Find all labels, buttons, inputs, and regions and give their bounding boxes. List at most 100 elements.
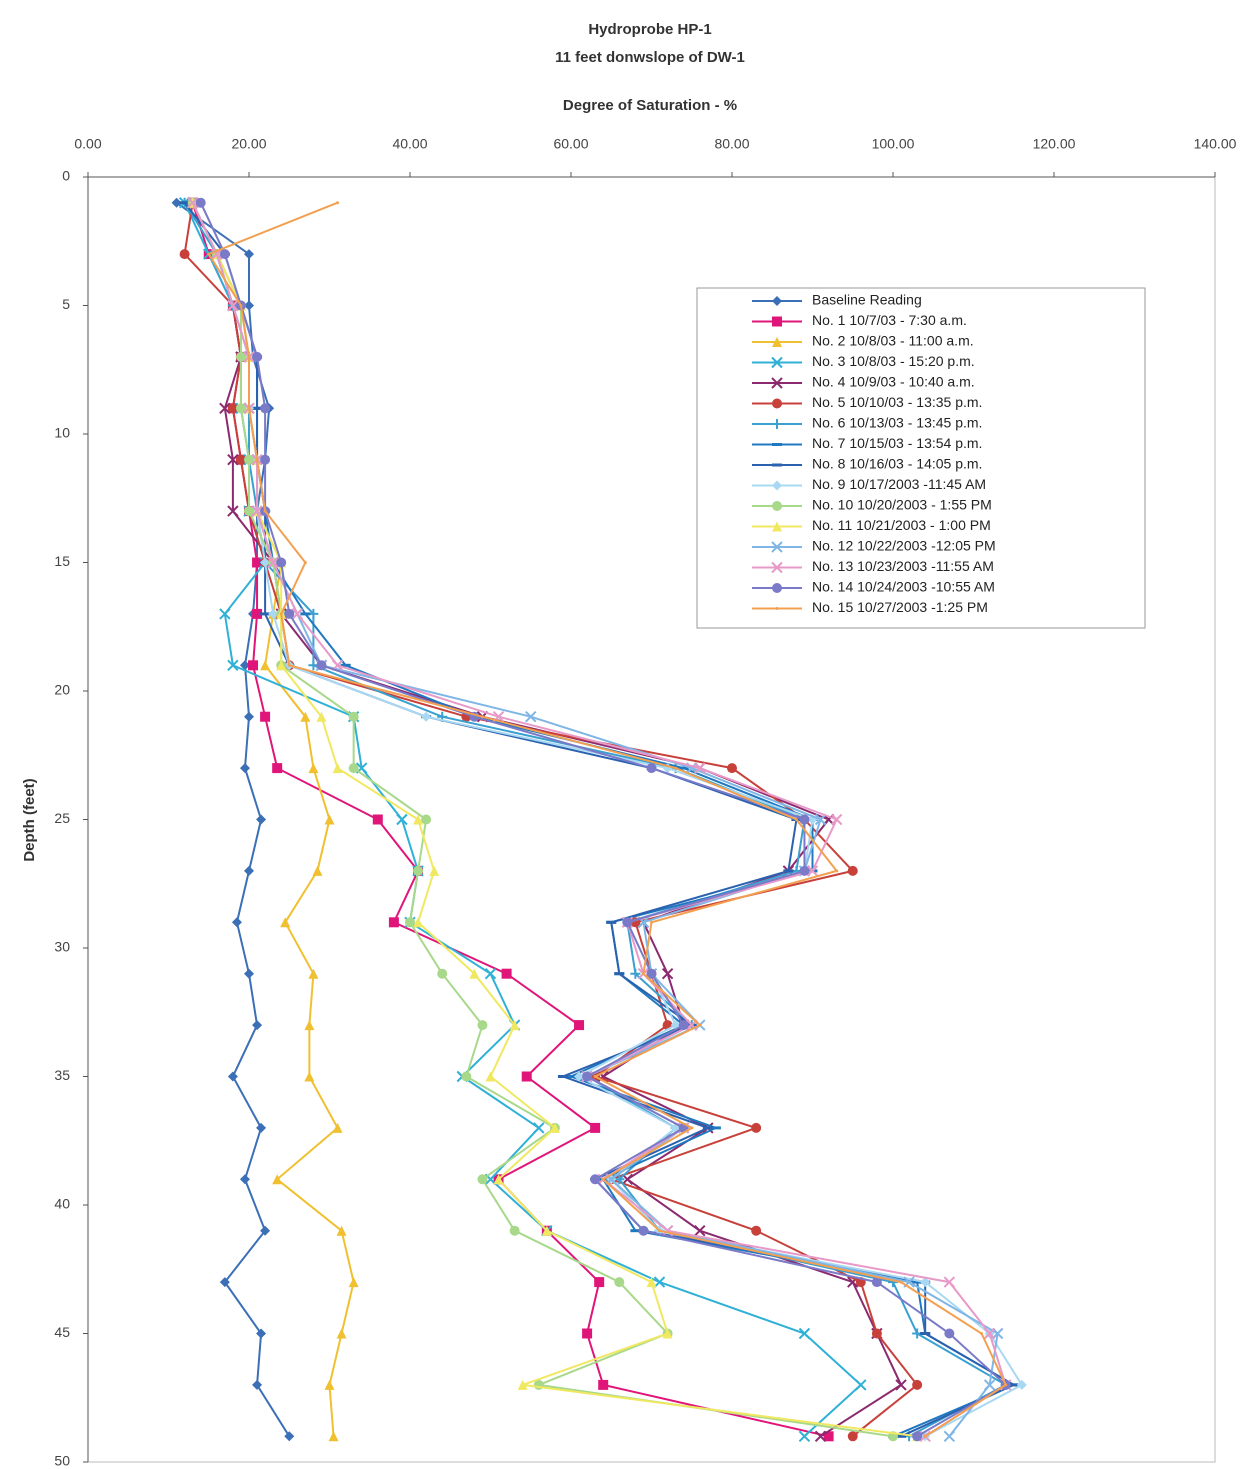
marker [312,865,323,876]
marker [179,249,190,260]
marker [485,1071,496,1082]
marker [219,249,230,260]
marker [772,583,782,593]
marker [252,608,263,619]
marker [582,1328,593,1339]
marker [332,763,343,774]
y-axis-label: Depth (feet) [21,778,38,861]
marker [943,1276,956,1288]
marker [622,917,633,928]
y-tick-label: 10 [54,425,70,441]
marker [549,1122,560,1133]
marker [284,608,295,619]
marker [798,1430,811,1443]
y-tick-label: 15 [54,553,70,569]
marker [437,968,448,979]
legend-label: No. 3 10/8/03 - 15:20 p.m. [812,353,975,369]
marker [943,1430,956,1443]
y-tick-label: 50 [54,1453,70,1469]
marker [806,865,819,877]
marker [477,1020,488,1031]
marker [658,1229,662,1233]
marker [308,763,319,774]
marker [255,458,259,462]
marker [247,355,251,359]
marker [388,917,399,928]
y-tick-label: 20 [54,682,70,698]
marker [207,252,211,256]
marker [895,1379,907,1391]
marker [814,1430,827,1443]
marker [227,299,239,312]
marker [279,612,283,616]
marker [171,197,182,208]
y-tick-label: 0 [62,168,70,184]
marker [287,663,291,667]
x-tick-label: 100.00 [872,136,915,152]
x-tick-label: 120.00 [1033,136,1076,152]
marker [239,763,250,774]
legend-label: No. 13 10/23/2003 -11:55 AM [812,558,994,574]
marker [855,1379,867,1391]
marker [646,1277,657,1288]
marker [421,814,432,825]
marker [480,715,484,719]
marker [847,1431,858,1442]
marker [598,1379,609,1390]
marker [772,521,782,532]
legend-label: No. 6 10/13/03 - 13:45 p.m. [812,415,982,431]
marker [799,865,810,876]
marker [509,1020,520,1031]
marker [521,1071,532,1082]
marker [771,541,783,553]
x-tick-label: 40.00 [392,136,427,152]
marker [646,763,657,774]
marker [912,1379,923,1390]
marker [653,1276,666,1288]
y-tick-label: 45 [54,1324,70,1340]
legend-label: No. 5 10/10/03 - 13:35 p.m. [812,394,982,410]
marker [772,316,782,327]
legend-label: No. 2 10/8/03 - 11:00 a.m. [812,333,974,349]
marker [396,813,408,826]
marker [336,1328,347,1339]
marker [244,711,254,722]
marker [429,865,440,876]
marker [413,865,424,876]
marker [798,1327,811,1340]
marker [574,1020,585,1031]
marker [252,351,263,362]
marker [772,337,782,347]
legend-label: No. 9 10/17/2003 -11:45 AM [812,476,986,492]
legend-box [696,287,1146,629]
marker [348,1277,359,1288]
x-tick-label: 0.00 [74,136,101,152]
marker [244,506,254,517]
marker [983,1327,996,1340]
marker [272,763,283,774]
marker [772,296,782,306]
marker [493,1174,504,1185]
marker [248,660,259,671]
legend-label: Baseline Reading [812,292,922,308]
marker [582,1071,593,1082]
marker [593,1075,597,1078]
marker [772,480,782,491]
marker [662,1328,673,1339]
marker [235,403,246,414]
marker [772,501,782,511]
legend-label: No. 15 10/27/2003 -1:25 PM [812,599,988,615]
marker [348,711,359,722]
marker [260,1225,271,1236]
marker [328,1431,339,1442]
marker [533,1122,545,1134]
y-tick-label: 40 [54,1196,70,1212]
marker [324,1379,335,1390]
marker [775,607,779,610]
marker [751,1225,762,1236]
marker [814,813,827,826]
marker [260,711,271,722]
marker [421,711,432,722]
marker [272,1174,283,1185]
marker [920,1277,931,1288]
